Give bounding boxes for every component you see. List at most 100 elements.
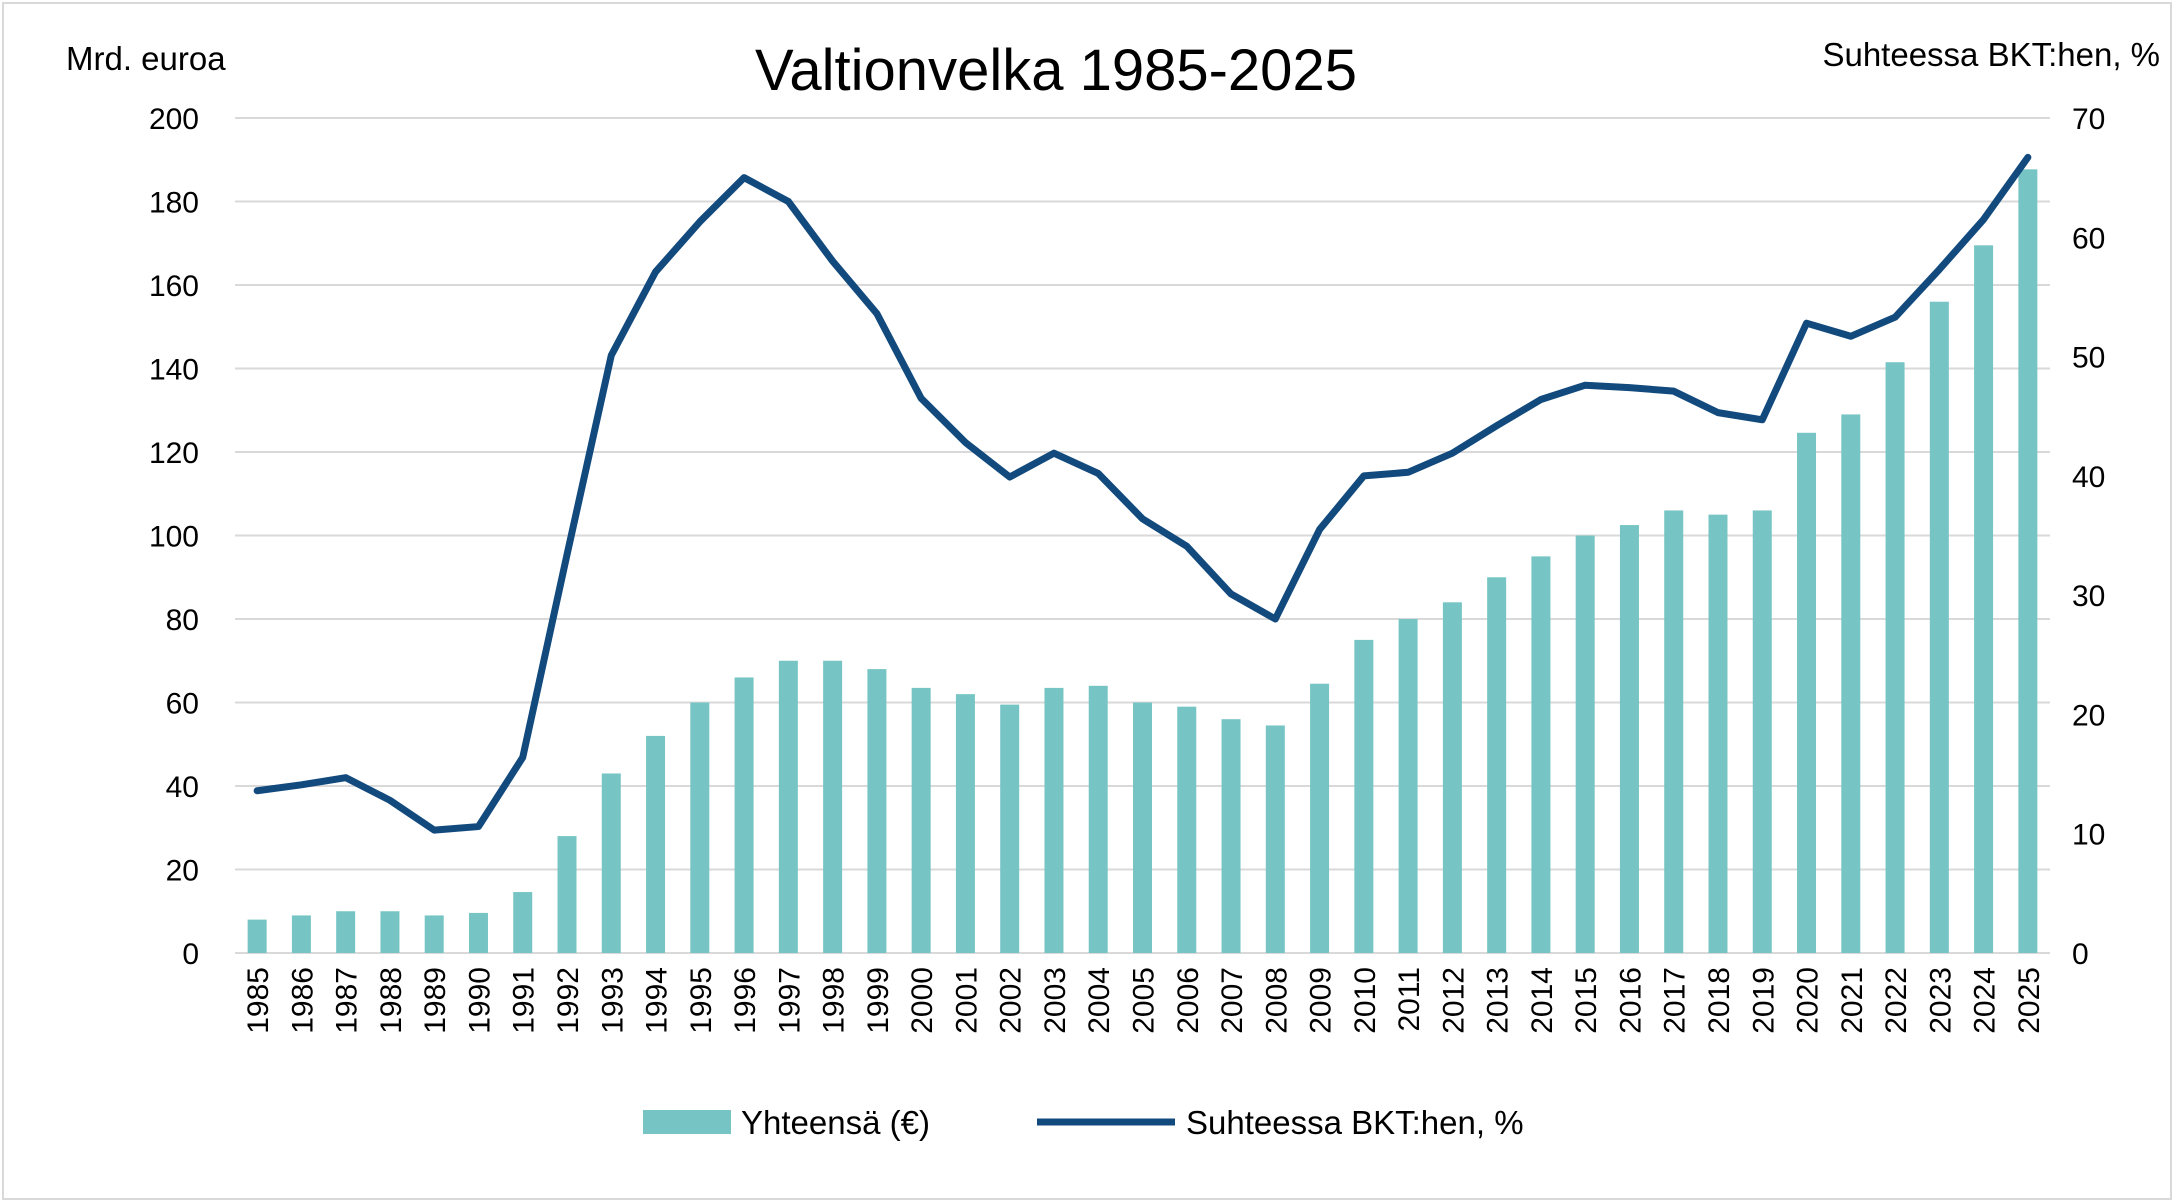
x-tick-label: 1992 — [552, 967, 585, 1034]
left-tick-label: 60 — [166, 688, 199, 721]
bar-2007 — [1221, 719, 1241, 953]
right-tick-label: 10 — [2072, 819, 2105, 852]
bar-1987 — [336, 911, 356, 953]
bar-1994 — [646, 735, 666, 953]
bar-2017 — [1664, 510, 1684, 953]
bar-2012 — [1442, 602, 1462, 953]
x-tick-label: 1997 — [773, 967, 806, 1034]
x-tick-label: 2023 — [1924, 967, 1957, 1034]
right-tick-label: 40 — [2072, 461, 2105, 494]
x-tick-label: 1987 — [331, 967, 364, 1034]
x-tick-label: 2011 — [1393, 967, 1426, 1032]
x-tick-label: 2019 — [1747, 967, 1780, 1034]
left-tick-label: 80 — [166, 604, 199, 637]
bar-2021 — [1841, 414, 1861, 953]
x-tick-label: 1993 — [596, 967, 629, 1034]
left-tick-label: 180 — [149, 187, 199, 220]
right-tick-label: 50 — [2072, 342, 2105, 375]
bar-1990 — [468, 912, 488, 953]
bar-2003 — [1044, 687, 1064, 953]
bar-2013 — [1487, 577, 1507, 953]
legend-swatch-bar — [643, 1110, 731, 1134]
bar-1988 — [380, 911, 400, 953]
bar-1989 — [424, 915, 444, 953]
x-tick-label: 1996 — [729, 967, 762, 1034]
bar-1986 — [291, 915, 311, 953]
x-tick-label: 2024 — [1969, 967, 2002, 1034]
bar-2006 — [1177, 706, 1197, 953]
right-tick-label: 0 — [2072, 938, 2089, 971]
chart-title: Valtionvelka 1985-2025 — [755, 38, 1357, 103]
right-tick-label: 30 — [2072, 580, 2105, 613]
x-tick-label: 2006 — [1172, 967, 1205, 1034]
left-tick-label: 0 — [182, 938, 199, 971]
x-tick-label: 1998 — [818, 967, 851, 1034]
bar-2009 — [1310, 683, 1330, 953]
right-tick-label: 60 — [2072, 222, 2105, 255]
left-tick-label: 200 — [149, 103, 199, 136]
bar-2000 — [911, 687, 931, 953]
x-tick-label: 1985 — [242, 967, 275, 1034]
x-tick-label: 1991 — [508, 967, 541, 1034]
legend-label-bar: Yhteensä (€) — [741, 1104, 930, 1141]
left-tick-label: 140 — [149, 354, 199, 387]
left-axis-label: Mrd. euroa — [66, 40, 226, 77]
left-tick-label: 40 — [166, 771, 199, 804]
bar-2001 — [955, 694, 975, 953]
x-tick-label: 1990 — [463, 967, 496, 1034]
x-tick-label: 2003 — [1039, 967, 1072, 1034]
bar-1999 — [867, 669, 887, 953]
x-tick-label: 2005 — [1128, 967, 1161, 1034]
right-axis-label: Suhteessa BKT:hen, % — [1822, 36, 2160, 73]
x-tick-label: 1988 — [375, 967, 408, 1034]
bar-1991 — [513, 892, 533, 953]
bar-2008 — [1265, 725, 1285, 953]
bar-2025 — [2018, 169, 2038, 954]
right-tick-label: 70 — [2072, 103, 2105, 136]
bar-2020 — [1797, 432, 1817, 953]
x-tick-label: 2022 — [1880, 967, 1913, 1034]
bar-2019 — [1752, 510, 1772, 953]
left-tick-label: 120 — [149, 437, 199, 470]
bar-1993 — [601, 773, 621, 953]
bar-1996 — [734, 677, 754, 953]
bar-2024 — [1974, 245, 1994, 953]
bar-1998 — [823, 660, 843, 953]
bar-2004 — [1088, 685, 1108, 953]
x-tick-label: 1994 — [641, 967, 674, 1034]
x-tick-label: 1989 — [419, 967, 452, 1034]
bar-2015 — [1575, 535, 1595, 953]
left-tick-label: 160 — [149, 270, 199, 303]
x-tick-label: 2010 — [1349, 967, 1382, 1034]
x-tick-label: 2015 — [1570, 967, 1603, 1034]
bar-2014 — [1531, 556, 1551, 953]
x-tick-label: 1995 — [685, 967, 718, 1034]
bar-1992 — [557, 836, 577, 953]
x-tick-label: 2020 — [1792, 967, 1825, 1034]
bar-2002 — [1000, 704, 1020, 953]
bar-2023 — [1929, 301, 1949, 953]
bar-2005 — [1133, 702, 1152, 953]
bar-2018 — [1708, 514, 1728, 953]
x-tick-label: 2009 — [1305, 967, 1338, 1034]
x-tick-label: 2021 — [1836, 967, 1869, 1034]
bar-1995 — [690, 702, 710, 953]
x-tick-label: 2001 — [950, 967, 983, 1034]
x-tick-label: 2018 — [1703, 967, 1736, 1034]
x-tick-label: 2025 — [2013, 967, 2046, 1034]
bar-2016 — [1619, 525, 1639, 953]
bar-2011 — [1398, 619, 1418, 953]
legend-label-line: Suhteessa BKT:hen, % — [1186, 1104, 1524, 1141]
x-tick-label: 1986 — [286, 967, 319, 1034]
x-tick-label: 2000 — [906, 967, 939, 1034]
left-tick-label: 100 — [149, 521, 199, 554]
right-tick-label: 20 — [2072, 699, 2105, 732]
bar-2022 — [1885, 362, 1905, 953]
bar-2010 — [1354, 639, 1374, 953]
bar-1985 — [247, 919, 267, 953]
x-tick-label: 2004 — [1083, 967, 1116, 1034]
x-tick-label: 2002 — [995, 967, 1028, 1034]
x-tick-label: 2014 — [1526, 967, 1559, 1034]
x-tick-label: 2017 — [1659, 967, 1692, 1034]
